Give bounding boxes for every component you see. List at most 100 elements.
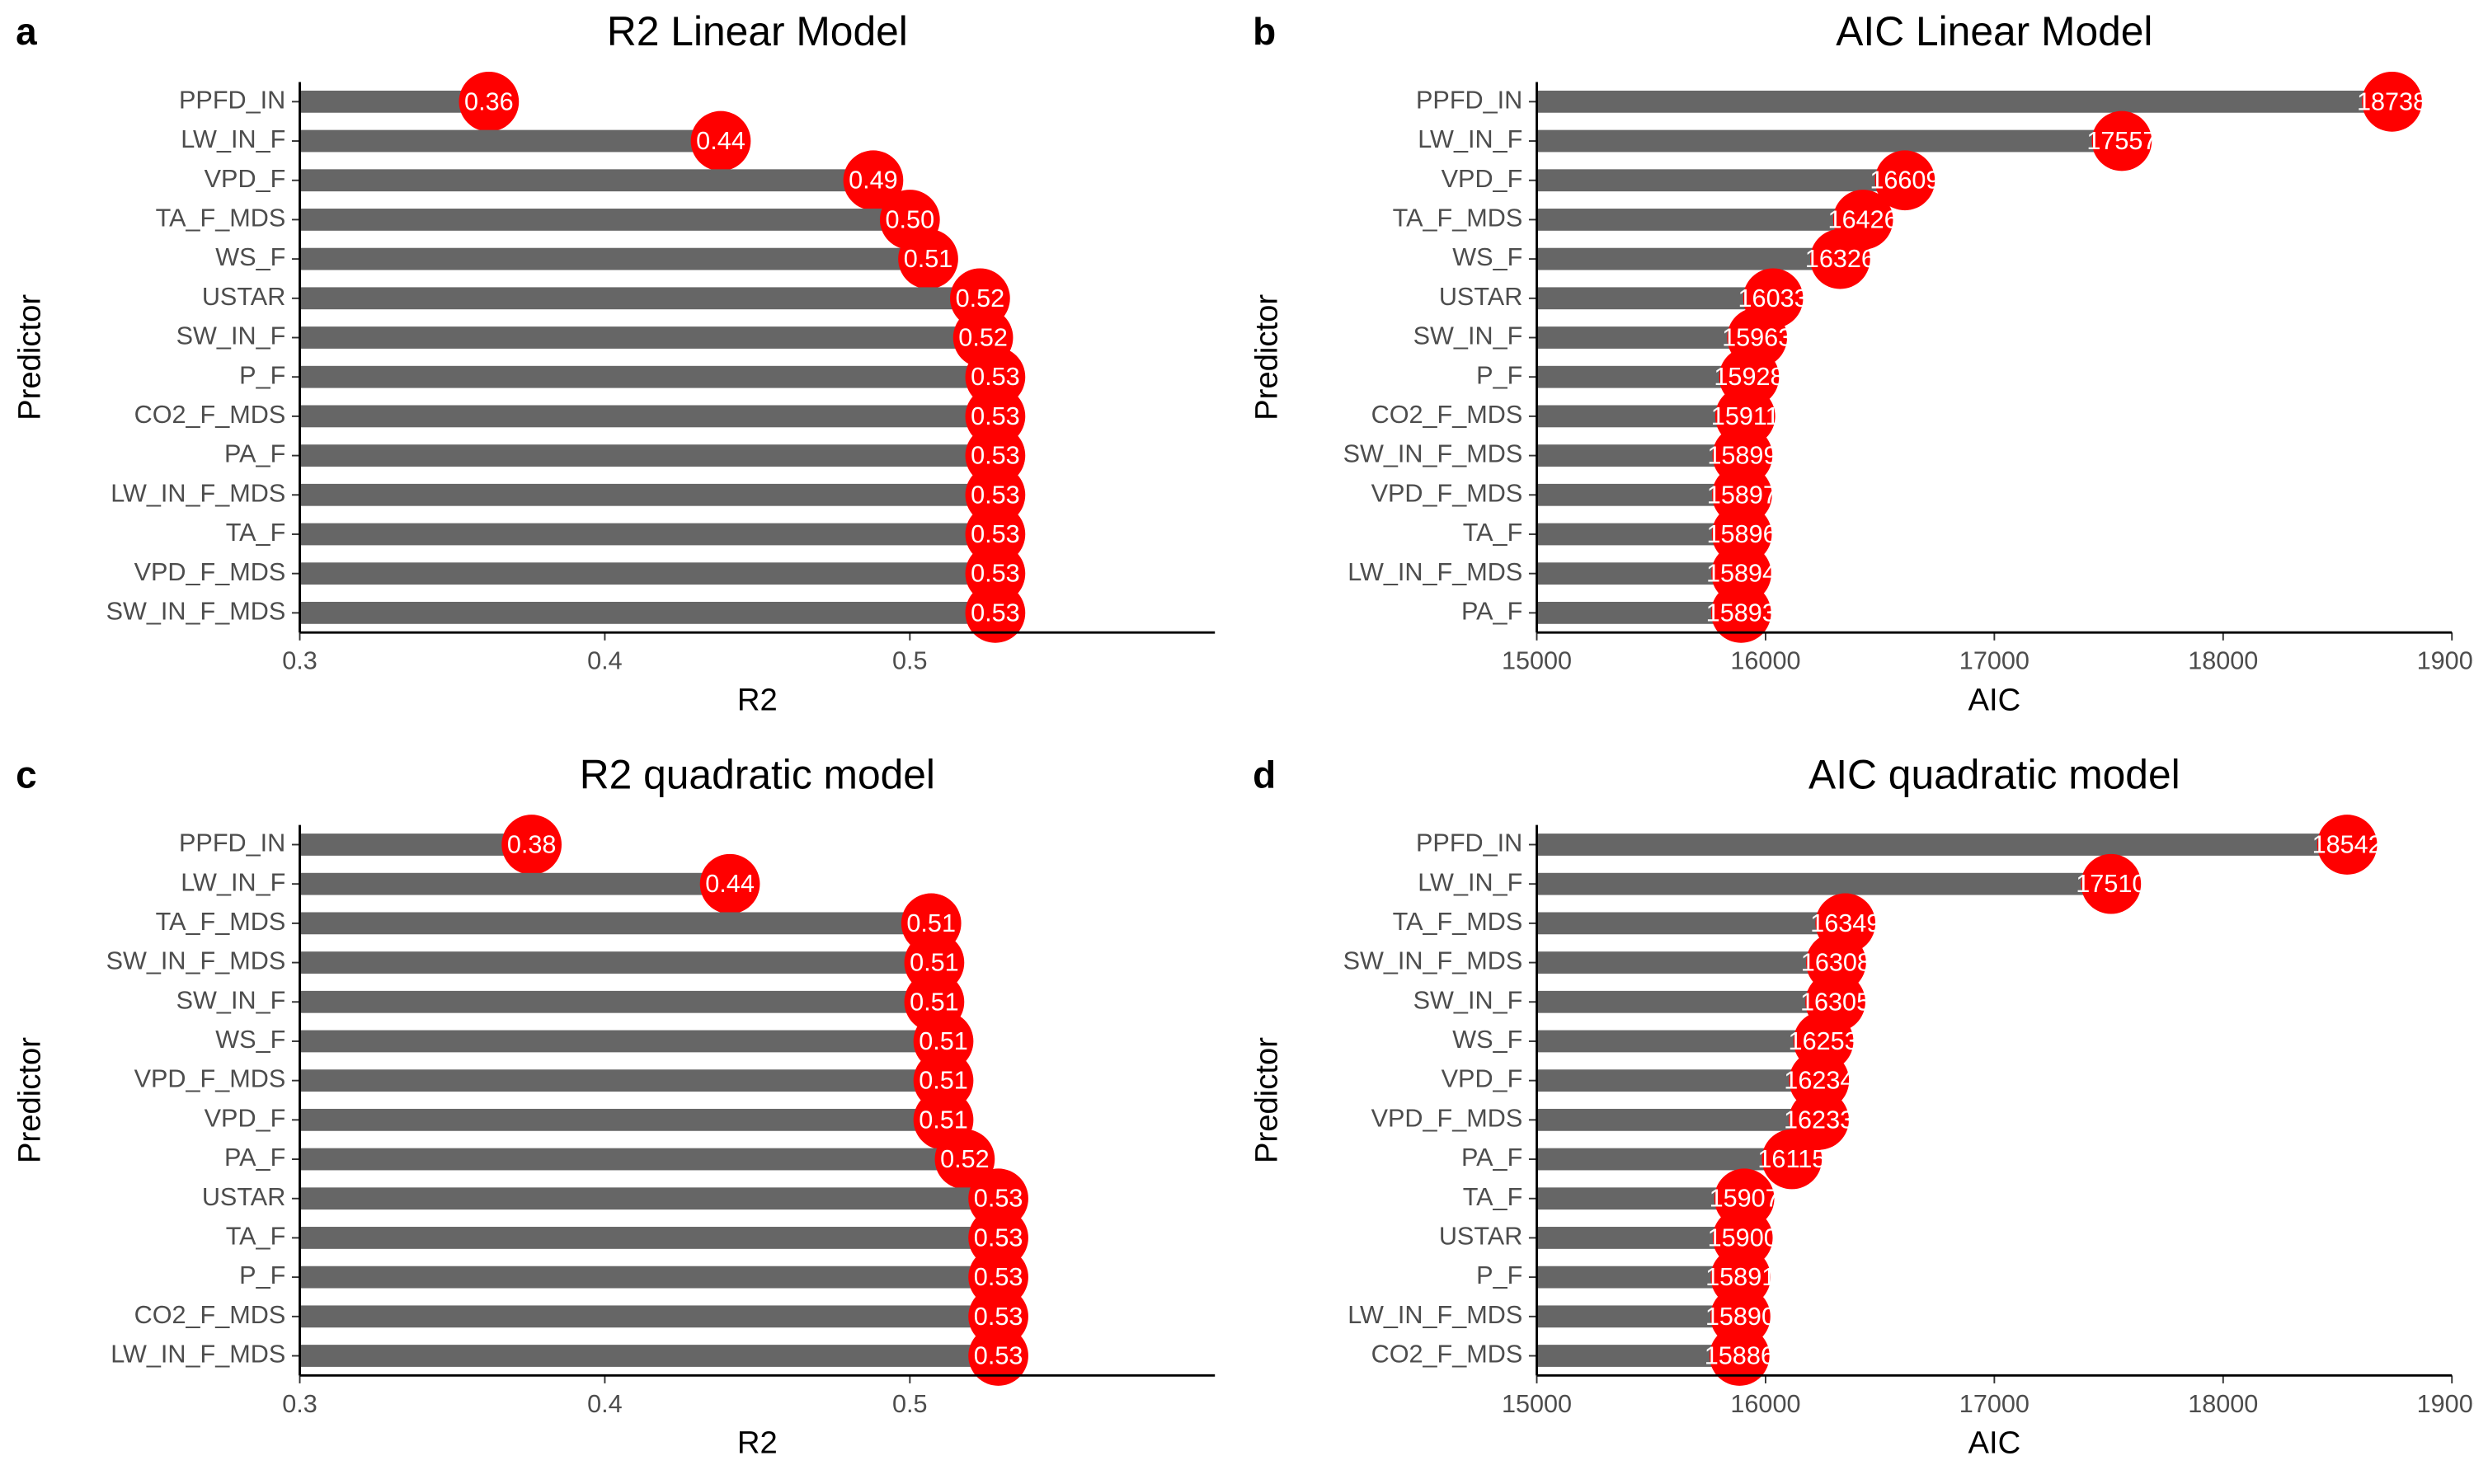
y-tick-label: SW_IN_F: [176, 986, 286, 1014]
value-label: 15894: [1706, 560, 1776, 588]
x-axis-title: AIC: [1968, 683, 2020, 718]
bar: [299, 444, 995, 467]
y-tick-label: WS_F: [1452, 1026, 1522, 1054]
y-tick-label: VPD_F: [205, 165, 286, 193]
y-axis-title: Predictor: [1249, 1037, 1284, 1163]
bar: [299, 1345, 999, 1367]
value-label: 15928: [1714, 363, 1784, 391]
value-label: 0.44: [696, 127, 745, 155]
value-label: 15897: [1707, 481, 1777, 509]
value-label: 0.53: [974, 1342, 1023, 1370]
value-label: 18542: [2312, 830, 2382, 858]
bar: [299, 1227, 999, 1249]
value-label: 0.44: [705, 870, 755, 898]
point: [690, 110, 751, 171]
bar: [299, 912, 932, 935]
x-tick-label: 18000: [2188, 1390, 2258, 1418]
value-label: 15900: [1708, 1223, 1778, 1252]
y-tick-label: TA_F: [1463, 1183, 1523, 1211]
bar: [299, 562, 995, 585]
x-axis-title: R2: [737, 1425, 778, 1461]
bar: [299, 1266, 999, 1289]
x-tick-label: 0.4: [587, 1390, 623, 1418]
y-tick-label: CO2_F_MDS: [1371, 401, 1523, 429]
value-label: 0.53: [974, 1303, 1023, 1331]
point: [1709, 1326, 1770, 1386]
point: [843, 150, 904, 211]
y-tick-label: TA_F: [226, 519, 286, 547]
value-label: 16349: [1810, 909, 1880, 937]
y-tick-label: LW_IN_F: [181, 868, 285, 896]
y-tick-label: TA_F_MDS: [156, 204, 286, 232]
y-tick-label: VPD_F_MDS: [134, 1065, 286, 1093]
value-label: 16308: [1801, 949, 1871, 977]
value-label: 0.51: [919, 1067, 968, 1095]
bar: [1536, 523, 1743, 546]
point: [2091, 110, 2152, 171]
bar: [299, 326, 984, 349]
value-label: 16426: [1828, 205, 1898, 233]
bar: [1536, 209, 1864, 231]
value-label: 0.51: [910, 988, 959, 1016]
value-label: 0.51: [906, 909, 956, 937]
y-tick-label: SW_IN_F_MDS: [1343, 947, 1523, 975]
bar: [299, 601, 995, 624]
x-tick-label: 17000: [1959, 647, 2030, 675]
value-label: 16305: [1800, 988, 1870, 1016]
bar: [299, 247, 929, 270]
point: [2316, 815, 2378, 875]
bar: [1536, 1148, 1792, 1171]
value-label: 0.53: [971, 599, 1020, 627]
value-label: 15896: [1707, 520, 1777, 548]
value-label: 0.53: [974, 1223, 1023, 1252]
y-tick-label: CO2_F_MDS: [1371, 1341, 1523, 1369]
bar: [1536, 365, 1749, 388]
point: [2081, 853, 2142, 914]
y-tick-label: P_F: [239, 1261, 285, 1289]
bar: [1536, 601, 1742, 624]
panel-letter: d: [1253, 753, 1276, 796]
point: [934, 1129, 995, 1190]
y-tick-label: TA_F_MDS: [1393, 204, 1523, 232]
value-label: 0.53: [974, 1185, 1023, 1213]
bar: [299, 1030, 944, 1053]
x-tick-label: 0.5: [892, 647, 928, 675]
point: [2362, 71, 2422, 132]
value-label: 16253: [1789, 1027, 1859, 1055]
bar: [1536, 1227, 1743, 1249]
bar: [1536, 1069, 1819, 1092]
bar: [299, 287, 981, 310]
y-tick-label: VPD_F: [1442, 1065, 1523, 1093]
bar: [1536, 872, 2111, 895]
value-label: 0.38: [507, 830, 557, 858]
y-tick-label: VPD_F_MDS: [1371, 1104, 1523, 1132]
y-tick-label: TA_F_MDS: [156, 908, 286, 936]
bar: [1536, 1108, 1819, 1131]
point: [898, 228, 958, 289]
value-label: 16233: [1784, 1106, 1854, 1134]
chart-title: R2 quadratic model: [580, 751, 935, 797]
bar: [1536, 444, 1743, 467]
y-tick-label: TA_F: [1463, 519, 1523, 547]
x-tick-label: 0.3: [282, 647, 317, 675]
bar: [299, 1148, 965, 1171]
value-label: 0.53: [971, 363, 1020, 391]
value-label: 15893: [1706, 599, 1776, 627]
y-tick-label: SW_IN_F: [176, 322, 286, 350]
y-tick-label: PA_F: [1461, 1144, 1522, 1172]
bar: [1536, 90, 2392, 113]
bar: [299, 405, 995, 428]
y-axis-title: Predictor: [12, 1037, 47, 1163]
y-tick-label: PPFD_IN: [179, 86, 285, 114]
x-tick-label: 17000: [1959, 1390, 2030, 1418]
bar: [1536, 990, 1836, 1013]
point: [1810, 228, 1870, 289]
bar: [1536, 129, 2122, 153]
value-label: 16033: [1738, 284, 1808, 312]
point: [968, 1326, 1028, 1386]
bar: [299, 1305, 999, 1328]
bar: [299, 523, 995, 546]
bar: [299, 209, 910, 231]
